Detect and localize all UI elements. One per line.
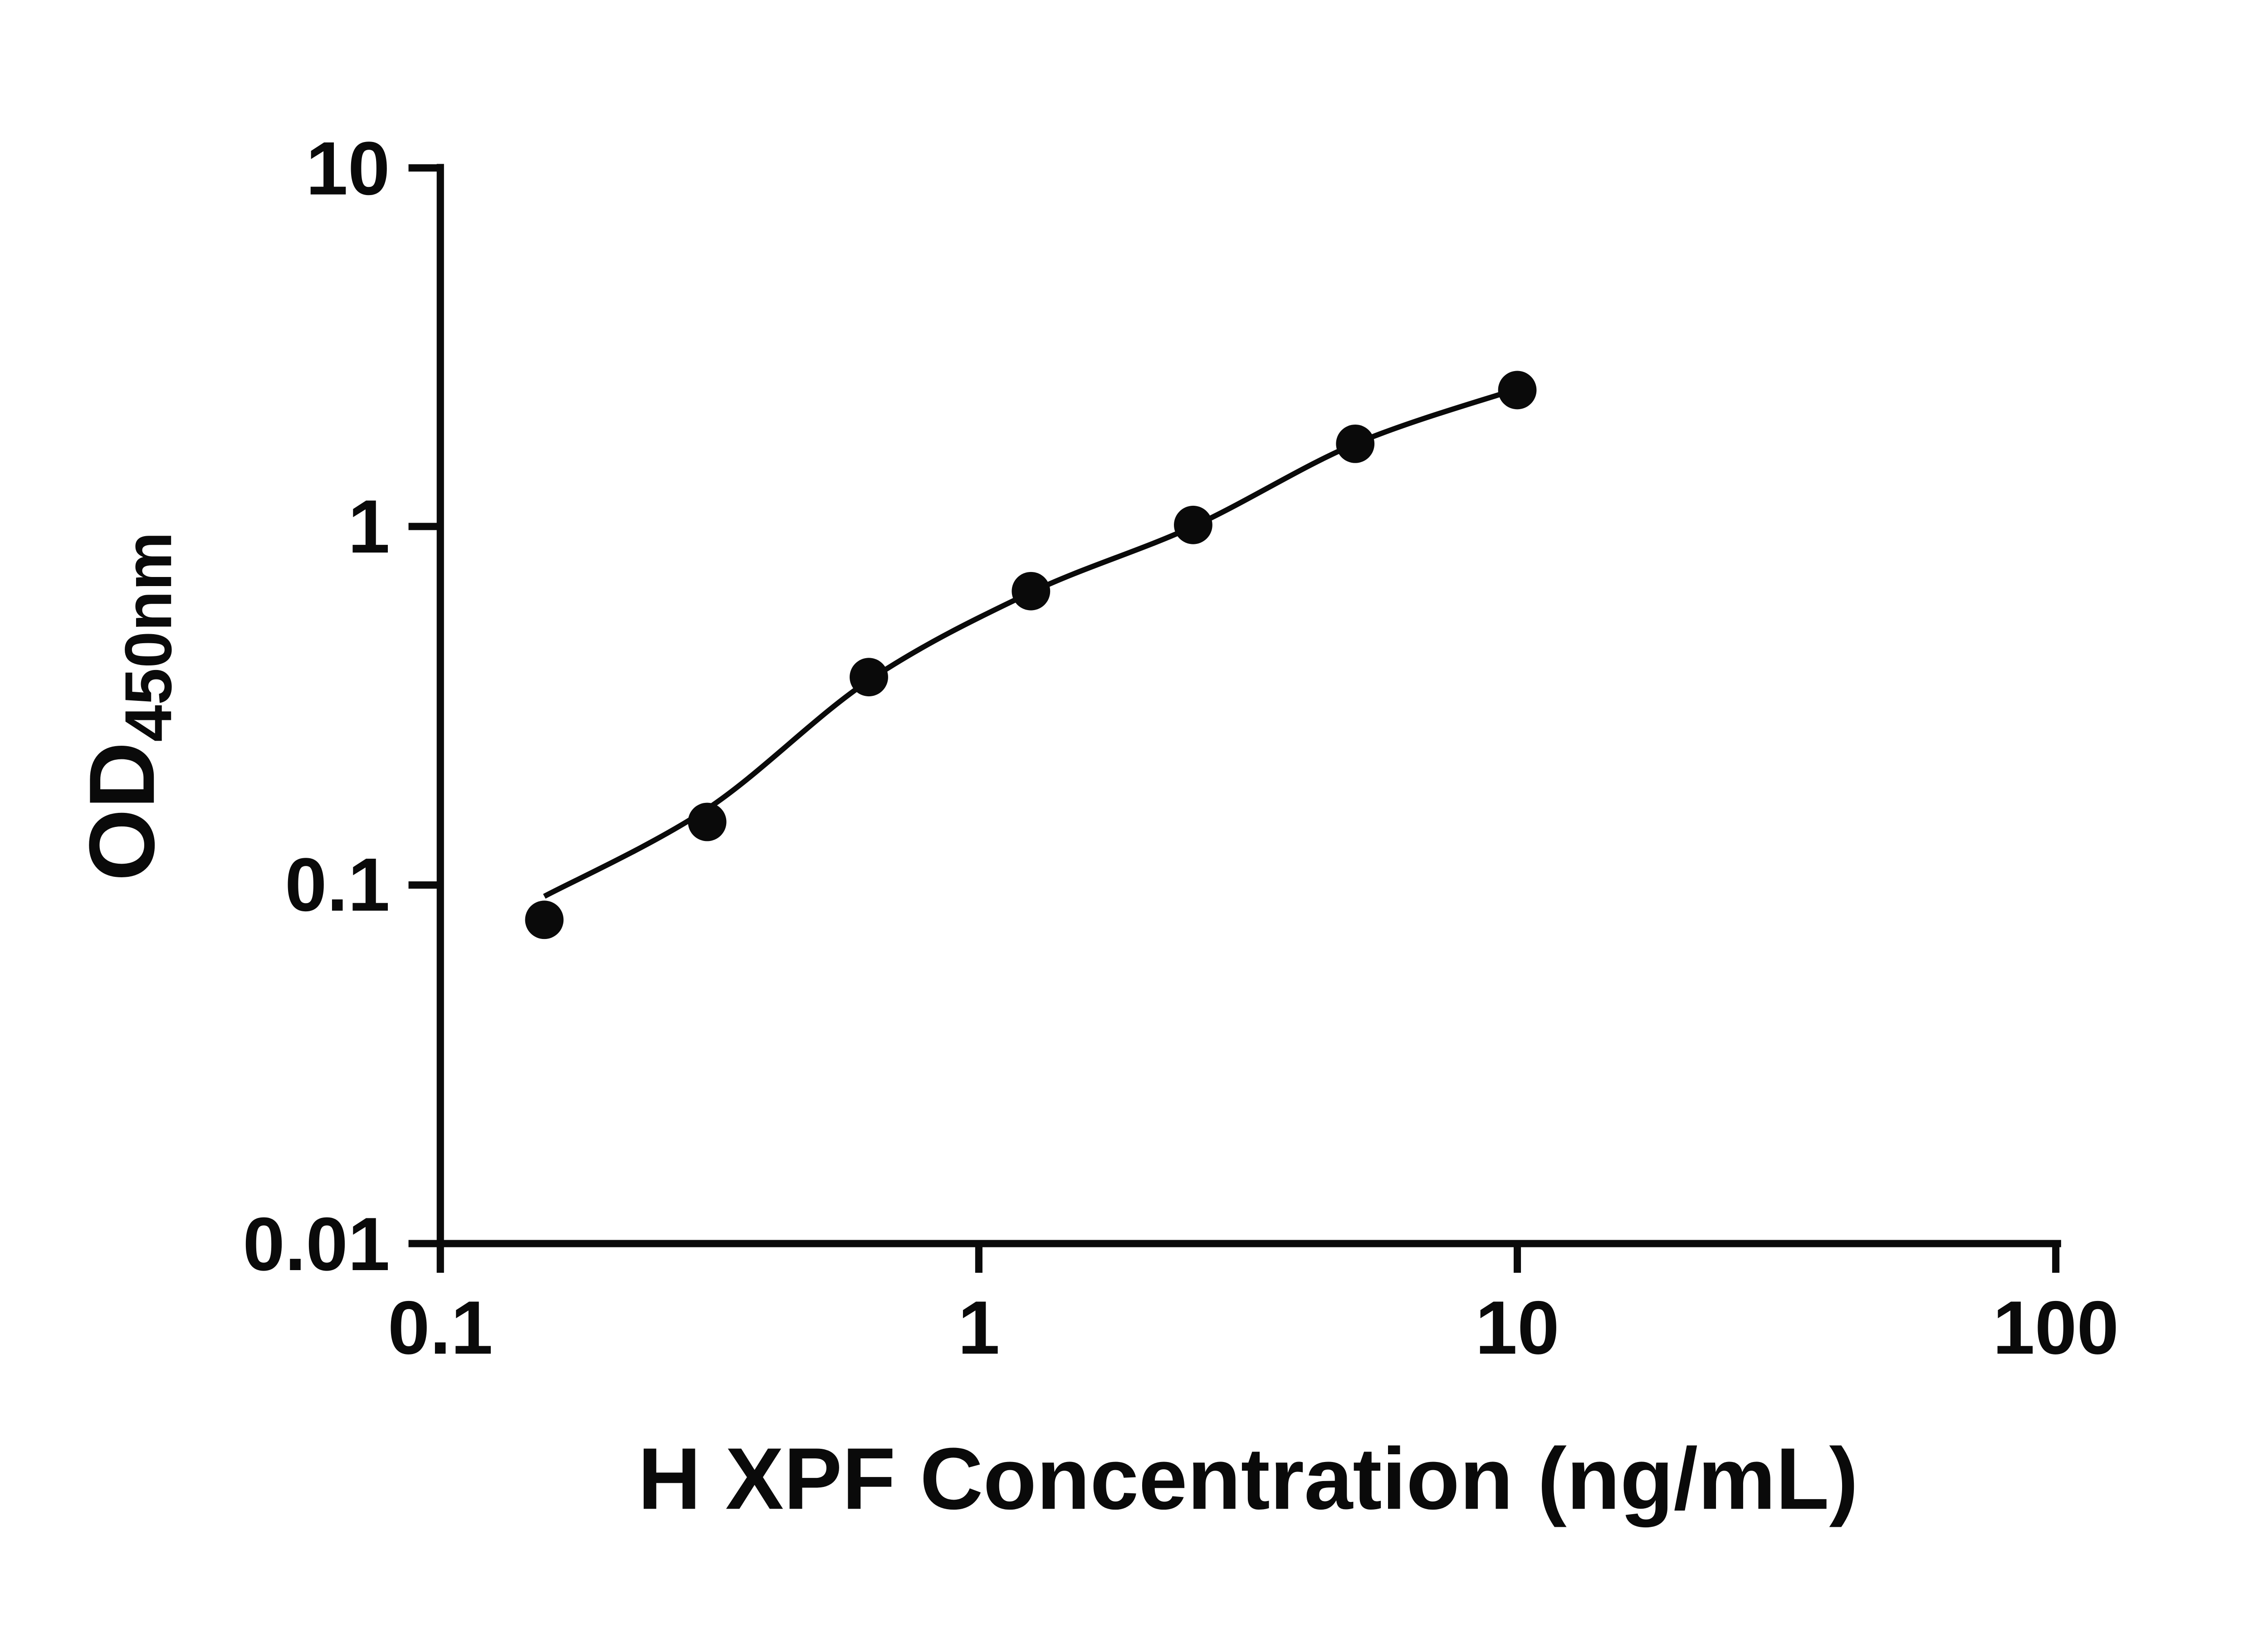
x-tick-label: 10 — [1475, 1286, 1559, 1370]
data-point — [1498, 371, 1537, 410]
y-tick-label: 0.1 — [285, 843, 390, 927]
data-point — [688, 802, 727, 841]
y-tick-label: 1 — [348, 484, 390, 569]
x-tick-label: 1 — [958, 1286, 1000, 1370]
y-axis-title-main: OD — [70, 742, 174, 881]
data-point — [1336, 424, 1375, 463]
x-tick-label: 100 — [1993, 1286, 2119, 1370]
figure-background — [0, 20, 2268, 1613]
plot-series — [525, 371, 1537, 939]
x-tick-label: 0.1 — [388, 1286, 493, 1370]
y-axis-title: OD450nm — [70, 532, 185, 881]
y-tick-label: 10 — [306, 127, 390, 211]
data-point — [850, 658, 888, 697]
x-axis-title: H XPF Concentration (ng/mL) — [638, 1429, 1858, 1527]
data-point — [525, 900, 564, 939]
data-point — [1174, 505, 1212, 544]
data-point — [1012, 572, 1051, 611]
y-tick-label: 0.01 — [243, 1202, 390, 1286]
y-axis-title-subscript: 450nm — [111, 532, 185, 742]
